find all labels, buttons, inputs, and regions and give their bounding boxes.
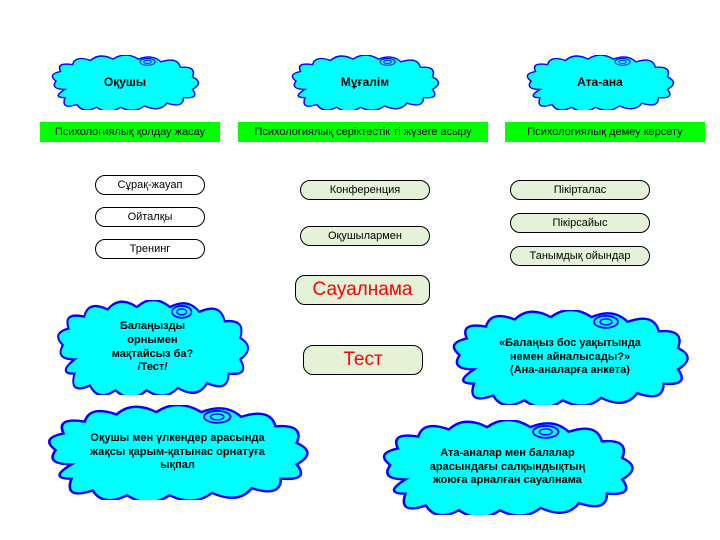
cloud-node: Оқушы <box>50 55 200 110</box>
green-bar: Психологиялық қолдау жасау <box>40 122 220 142</box>
pill-item: Пікірсайыс <box>510 213 650 233</box>
big-pill: Сауалнама <box>295 275 430 305</box>
cloud-node: «Балаңыз бос уақытынданемен айналысады?»… <box>450 310 690 405</box>
pill-item: Пікірталас <box>510 180 650 200</box>
bottom-cloud-label: «Балаңыз бос уақытынданемен айналысады?»… <box>491 337 649 378</box>
pill-item: Танымдық ойындар <box>510 246 650 266</box>
cloud-node: Мұғалім <box>290 55 440 110</box>
pill-item: Ойталқы <box>95 207 205 227</box>
bottom-cloud-label: Балаңыздыорныменмақтайсыз ба?/Тест/ <box>104 320 202 375</box>
pill-item: Оқушылармен <box>300 226 430 246</box>
pill-item: Сұрақ-жауап <box>95 175 205 195</box>
top-cloud-label: Оқушы <box>96 75 154 90</box>
cloud-node: Ата-аналар мен балаларарасындағы салқынд… <box>380 420 635 515</box>
green-bar: Психологиялық серіктестік ті жүзеге асыр… <box>238 122 488 142</box>
pill-item: Тренинг <box>95 239 205 259</box>
top-cloud-label: Ата-ана <box>569 75 631 90</box>
pill-item: Конференция <box>300 180 430 200</box>
green-bar: Психологиялық демеу көрсету <box>505 122 705 142</box>
cloud-node: Балаңыздыорныменмақтайсыз ба?/Тест/ <box>55 300 250 395</box>
bottom-cloud-label: Оқушы мен үлкендер арасындажақсы қарым-қ… <box>82 432 273 473</box>
big-pill: Тест <box>303 345 423 375</box>
top-cloud-label: Мұғалім <box>333 75 397 90</box>
bottom-cloud-label: Ата-аналар мен балаларарасындағы салқынд… <box>422 447 593 488</box>
cloud-node: Оқушы мен үлкендер арасындажақсы қарым-қ… <box>45 405 310 500</box>
cloud-node: Ата-ана <box>525 55 675 110</box>
